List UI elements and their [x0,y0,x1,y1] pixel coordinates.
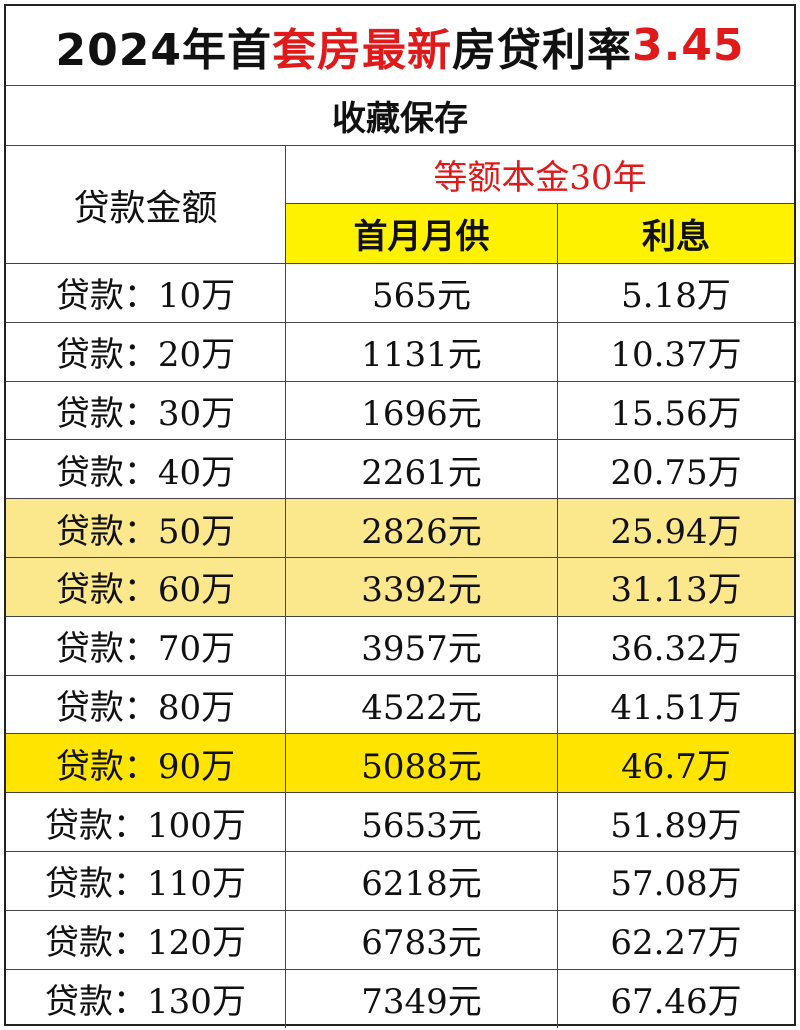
loan-amount-cell: 贷款：90万 [6,734,286,793]
first-payment-cell: 2261元 [286,440,558,499]
title-rate: 3.45 [631,20,745,71]
loan-amount-cell: 贷款：40万 [6,440,286,499]
loan-amount-cell: 贷款：120万 [6,910,286,969]
table-row: 贷款：30万 1696元 15.56万 [6,381,794,441]
loan-amount-cell: 贷款：80万 [6,675,286,734]
first-payment-cell: 6783元 [286,910,558,969]
table-row: 贷款：10万 565元 5.18万 [6,264,794,323]
first-payment-cell: 565元 [286,264,558,322]
first-payment-cell: 2826元 [286,499,558,557]
loan-amount-cell: 贷款：60万 [6,558,286,616]
table-row: 贷款：130万 7349元 67.46万 [6,969,794,1029]
first-payment-column-header: 首月月供 [286,204,558,263]
loan-amount-cell: 贷款：20万 [6,322,286,381]
loan-amount-cell: 贷款：30万 [6,381,286,440]
first-payment-cell: 4522元 [286,675,558,734]
table-header: 贷款金额 等额本金30年 首月月供 利息 [6,146,794,264]
first-payment-cell: 5088元 [286,734,558,793]
title-prefix: 2024年首 [55,24,272,76]
amount-column-header: 贷款金额 [6,146,286,263]
table-row: 贷款：60万 3392元 31.13万 [6,558,794,617]
first-payment-cell: 1696元 [286,381,558,440]
first-payment-cell: 5653元 [286,793,558,851]
interest-column-header: 利息 [558,204,794,263]
table-title: 2024年首 套房最新 房贷利率 3.45 [6,6,794,86]
title-highlight: 套房最新 [271,24,452,76]
table-row: 贷款：100万 5653元 51.89万 [6,793,794,852]
interest-cell: 46.7万 [621,746,731,787]
interest-cell: 25.94万 [610,511,742,552]
table-row: 贷款：70万 3957元 36.32万 [6,616,794,676]
table-row: 贷款：50万 2826元 25.94万 [6,499,794,558]
title-middle: 房贷利率 [451,24,632,76]
repayment-method-header: 等额本金30年 [286,146,794,204]
interest-cell: 20.75万 [610,452,742,493]
loan-amount-cell: 贷款：10万 [6,264,286,322]
loan-amount-cell: 贷款：70万 [6,616,286,675]
table-row: 贷款：120万 6783元 62.27万 [6,910,794,970]
table-row: 贷款：40万 2261元 20.75万 [6,440,794,500]
first-payment-cell: 1131元 [286,322,558,381]
loan-amount-cell: 贷款：130万 [6,969,286,1029]
interest-cell: 10.37万 [610,335,742,376]
interest-cell: 15.56万 [610,393,742,434]
table-row: 贷款：90万 5088元 46.7万 [6,734,794,794]
interest-cell: 41.51万 [610,687,742,728]
loan-amount-cell: 贷款：100万 [6,793,286,851]
table-row: 贷款：110万 6218元 57.08万 [6,852,794,911]
interest-cell: 57.08万 [610,864,742,905]
interest-cell: 67.46万 [610,982,742,1023]
interest-cell: 51.89万 [610,805,742,846]
first-payment-cell: 3392元 [286,558,558,616]
first-payment-cell: 3957元 [286,616,558,675]
interest-cell: 5.18万 [621,276,731,317]
loan-amount-cell: 贷款：110万 [6,852,286,910]
loan-amount-cell: 贷款：50万 [6,499,286,557]
first-payment-cell: 7349元 [286,969,558,1029]
table-row: 贷款：20万 1131元 10.37万 [6,322,794,382]
interest-cell: 62.27万 [610,923,742,964]
table-row: 贷款：80万 4522元 41.51万 [6,675,794,735]
first-payment-cell: 6218元 [286,852,558,910]
interest-cell: 31.13万 [610,570,742,611]
loan-rate-table: 2024年首 套房最新 房贷利率 3.45 收藏保存 贷款金额 等额本金30年 首月月… [4,4,796,1029]
subtitle: 收藏保存 [6,86,794,146]
interest-cell: 36.32万 [610,629,742,670]
